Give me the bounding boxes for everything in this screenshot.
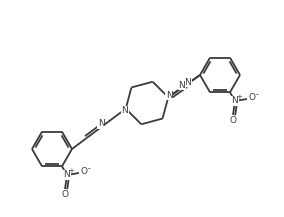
Text: O: O [229,117,237,125]
Text: N: N [121,106,128,115]
Text: +: + [236,94,242,100]
Text: -: - [88,164,90,173]
Text: N: N [232,97,238,105]
Text: O: O [248,94,256,102]
Text: O: O [80,168,87,176]
Text: +: + [68,168,74,174]
Text: N: N [64,171,70,179]
Text: O: O [62,191,68,199]
Text: N: N [166,91,173,100]
Text: N: N [179,81,185,90]
Text: -: - [256,90,258,99]
Text: N: N [98,119,105,128]
Text: N: N [184,77,191,87]
